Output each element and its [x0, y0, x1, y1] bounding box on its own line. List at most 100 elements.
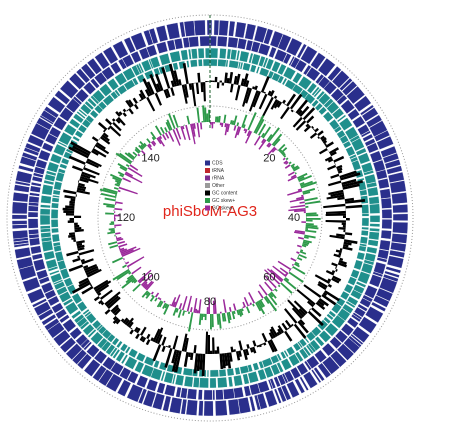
gene-block	[357, 123, 370, 136]
plot-slice	[287, 189, 303, 196]
gene-block	[298, 338, 308, 348]
gene-block	[92, 89, 106, 103]
gene-block	[110, 361, 125, 376]
plot-slice	[70, 141, 92, 155]
gene-block	[294, 351, 304, 363]
gene-block	[277, 33, 292, 52]
plot-slice	[93, 279, 109, 291]
gene-block	[350, 137, 365, 152]
gene-block	[384, 159, 401, 170]
plot-slice	[116, 238, 124, 242]
plot-slice	[175, 127, 182, 140]
plot-slice	[277, 328, 283, 335]
gene-block	[334, 330, 349, 344]
plot-slice	[77, 185, 87, 190]
plot-slice	[327, 164, 337, 171]
gene-block	[212, 389, 216, 401]
gene-block	[277, 386, 287, 403]
gene-block	[43, 250, 56, 261]
plot-slice	[311, 125, 314, 129]
gene-block	[36, 269, 49, 280]
plot-slice	[244, 130, 253, 144]
plot-slice	[97, 292, 102, 297]
gene-block	[271, 60, 281, 73]
plot-slice	[305, 205, 309, 208]
gene-block	[302, 371, 318, 389]
gene-block	[140, 59, 152, 73]
plot-slice	[118, 247, 121, 250]
gene-block	[94, 52, 111, 70]
gene-block	[227, 36, 239, 49]
plot-slice	[178, 79, 182, 86]
plot-slice	[130, 327, 133, 330]
plot-slice	[335, 268, 338, 272]
plot-slice	[202, 82, 206, 102]
gene-block	[209, 377, 217, 389]
legend-swatch	[205, 175, 210, 181]
gene-block	[63, 277, 74, 288]
plot-slice	[337, 262, 347, 268]
gene-block	[331, 70, 350, 89]
plot-slice	[271, 147, 277, 153]
gene-block	[55, 308, 68, 320]
gene-block	[243, 385, 252, 397]
plot-slice	[325, 141, 334, 148]
plot-slice	[298, 182, 300, 184]
plot-slice	[191, 83, 197, 107]
gene-block	[281, 77, 288, 86]
gene-block	[327, 65, 342, 82]
gene-block	[341, 80, 358, 96]
plot-slice	[95, 284, 110, 295]
legend-swatch	[205, 168, 210, 173]
gene-block	[251, 53, 261, 66]
gene-block	[12, 191, 29, 203]
plot-slice	[158, 301, 164, 308]
plot-slice	[93, 145, 96, 149]
gene-block	[279, 351, 287, 360]
plot-slice	[281, 151, 285, 156]
gene-block	[330, 88, 345, 102]
gene-block	[27, 218, 39, 229]
outer-circle	[6, 14, 414, 422]
center-label: phiSboM-AG3	[163, 203, 257, 220]
plot-slice	[70, 198, 76, 202]
gene-block	[30, 181, 42, 187]
scale-label: 100	[141, 271, 159, 283]
gene-block	[247, 371, 260, 384]
scale-label: 140	[141, 153, 159, 165]
plot-slice	[340, 172, 361, 181]
plot-slice	[178, 126, 181, 128]
plot-slice	[205, 331, 209, 354]
plot-slice	[233, 75, 238, 85]
plot-slice	[114, 234, 116, 237]
plot-slice	[287, 299, 305, 318]
plot-slice	[231, 311, 236, 320]
plot-slice	[344, 197, 355, 202]
gene-block	[286, 380, 300, 399]
gene-block	[276, 361, 284, 373]
gene-block	[135, 352, 146, 363]
gene-block	[380, 229, 392, 240]
gene-block	[45, 170, 57, 177]
gene-block	[302, 346, 312, 357]
plot-slice	[97, 122, 108, 131]
plot-slice	[124, 319, 130, 326]
plot-slice	[200, 82, 204, 93]
plot-slice	[305, 226, 319, 230]
plot-slice	[147, 144, 153, 151]
plot-slice	[203, 313, 205, 318]
gene-block	[357, 303, 368, 312]
plot-slice	[141, 290, 149, 298]
gene-block	[263, 28, 274, 45]
gene-block	[43, 106, 60, 119]
gene-block	[29, 192, 40, 197]
gene-block	[115, 350, 126, 363]
plot-slice	[294, 209, 306, 213]
plot-slice	[119, 174, 124, 178]
gene-block	[65, 148, 74, 155]
plot-slice	[119, 152, 133, 163]
plot-slice	[272, 289, 275, 292]
plot-slice	[317, 130, 324, 137]
plot-slice	[270, 99, 279, 110]
